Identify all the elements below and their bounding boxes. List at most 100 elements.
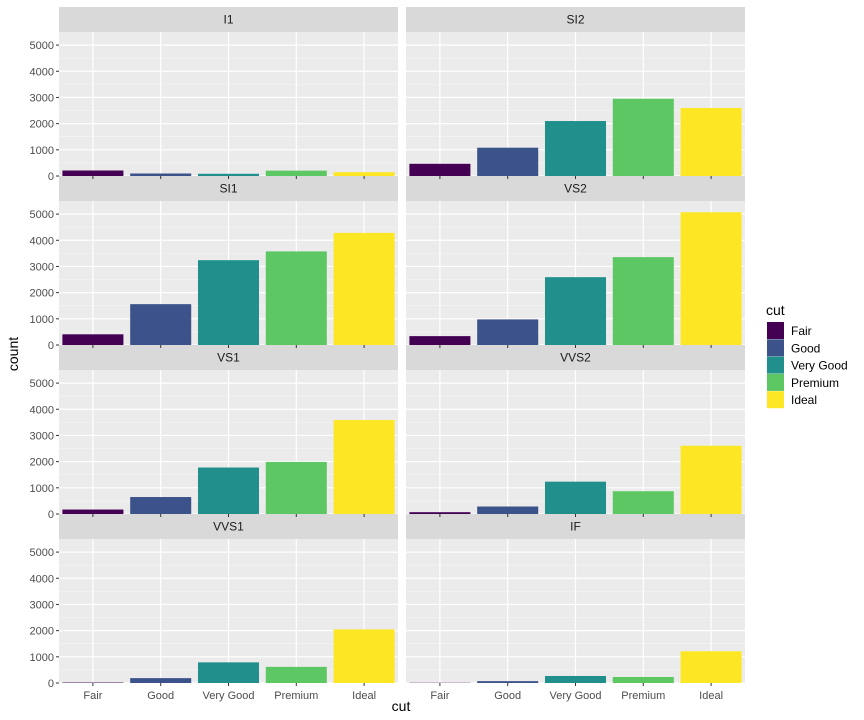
facet-panel-vs1: VS1 xyxy=(59,345,398,515)
bar-vvs2-ideal xyxy=(680,445,742,514)
y-tick-label: 2000 xyxy=(30,626,54,638)
x-tick-label: Very Good xyxy=(550,690,602,702)
facet-strip-label: SI2 xyxy=(566,13,584,27)
bar-si1-fair xyxy=(62,334,124,345)
x-tick-label: Premium xyxy=(621,690,665,702)
bar-i1-fair xyxy=(62,170,124,176)
bar-vs2-good xyxy=(477,319,539,345)
facet-strip-label: VVS2 xyxy=(560,351,591,365)
legend-swatch-very-good xyxy=(767,356,784,374)
y-tick-label: 0 xyxy=(48,678,54,690)
y-tick-label: 2000 xyxy=(30,457,54,469)
y-tick-label: 2000 xyxy=(30,288,54,300)
legend-label-good: Good xyxy=(791,341,820,355)
bar-vvs1-very-good xyxy=(197,662,260,683)
y-tick-label: 0 xyxy=(48,171,54,183)
bar-i1-ideal xyxy=(333,172,395,176)
facet-strip xyxy=(406,176,745,201)
bar-if-very-good xyxy=(544,675,607,683)
x-axis: Fair Good Very Good Premium Ideal Fair Good Ver… xyxy=(83,176,723,702)
bar-vvs2-good xyxy=(477,506,539,514)
bar-vvs2-fair xyxy=(409,512,471,514)
facet-strip xyxy=(59,514,398,539)
legend-swatch-ideal xyxy=(767,391,784,409)
facet-strip-label: SI1 xyxy=(219,182,237,196)
y-tick-label: 3000 xyxy=(30,92,54,104)
facet-panel-if: IF xyxy=(406,514,745,684)
y-tick-label: 1000 xyxy=(30,145,54,157)
bar-vvs2-premium xyxy=(612,491,674,514)
bar-vs1-premium xyxy=(265,461,327,514)
bar-vs2-fair xyxy=(409,336,471,345)
legend-label-fair: Fair xyxy=(791,324,812,338)
legend-swatch-premium xyxy=(767,373,784,391)
bar-vs1-fair xyxy=(62,509,124,514)
legend-swatch-good xyxy=(767,339,784,357)
facet-panel-si1: SI1 xyxy=(59,176,398,346)
legend-label-ideal: Ideal xyxy=(791,393,817,407)
y-tick-label: 3000 xyxy=(30,430,54,442)
y-tick-label: 2000 xyxy=(30,119,54,131)
x-tick-label: Premium xyxy=(274,690,318,702)
y-tick-label: 4000 xyxy=(30,404,54,416)
y-tick-label: 5000 xyxy=(30,378,54,390)
bar-vvs1-premium xyxy=(265,666,327,683)
bar-si1-ideal xyxy=(333,232,395,345)
bar-si2-good xyxy=(477,147,539,176)
facet-strip xyxy=(59,345,398,370)
facet-strip xyxy=(406,7,745,32)
legend: cut Fair Good Very Good Premium Ideal xyxy=(766,302,848,409)
legend-label-premium: Premium xyxy=(791,376,839,390)
y-tick-label: 5000 xyxy=(30,40,54,52)
y-axis: 0 1000 2000 3000 4000 5000 0 1000 2000 3000 4000 50… xyxy=(30,40,59,690)
bar-vvs2-very-good xyxy=(544,481,607,514)
bar-si1-very-good xyxy=(197,260,260,345)
facet-panel-vvs2: VVS2 xyxy=(406,345,745,515)
bar-vs1-ideal xyxy=(333,420,395,514)
facet-strip-label: VVS1 xyxy=(213,520,244,534)
y-tick-label: 1000 xyxy=(30,483,54,495)
bar-si2-very-good xyxy=(544,121,607,176)
facet-panel-si2: SI2 xyxy=(406,7,745,177)
facet-strip-label: VS2 xyxy=(564,182,587,196)
facet-strip xyxy=(406,514,745,539)
bar-if-ideal xyxy=(680,651,742,683)
bar-vvs1-ideal xyxy=(333,629,395,683)
bar-if-good xyxy=(477,681,539,683)
x-tick-label: Good xyxy=(147,690,174,702)
x-tick-label: Fair xyxy=(430,690,449,702)
facet-strip xyxy=(59,176,398,201)
facet-strip-label: I1 xyxy=(223,13,233,27)
y-tick-label: 3000 xyxy=(30,261,54,273)
facet-panel-vs2: VS2 xyxy=(406,176,745,346)
bar-vs2-ideal xyxy=(680,212,742,345)
bar-vs1-good xyxy=(130,497,192,514)
bar-i1-good xyxy=(130,173,192,176)
y-tick-label: 4000 xyxy=(30,66,54,78)
legend-title: cut xyxy=(766,302,785,318)
bar-i1-premium xyxy=(265,170,327,176)
bar-si2-fair xyxy=(409,163,471,176)
bar-vs1-very-good xyxy=(197,467,260,514)
y-axis-title: count xyxy=(5,337,21,371)
facet-strip xyxy=(406,345,745,370)
bar-vs2-very-good xyxy=(544,277,607,345)
bar-si1-premium xyxy=(265,251,327,345)
bar-si2-ideal xyxy=(680,107,742,176)
x-tick-label: Good xyxy=(494,690,521,702)
facet-panel-vvs1: VVS1 xyxy=(59,514,398,684)
x-tick-label: Very Good xyxy=(203,690,255,702)
facet-panel-i1: I1 xyxy=(59,7,398,177)
y-tick-label: 4000 xyxy=(30,573,54,585)
legend-swatch-fair xyxy=(767,322,784,339)
y-tick-label: 3000 xyxy=(30,599,54,611)
y-tick-label: 1000 xyxy=(30,652,54,664)
y-tick-label: 0 xyxy=(48,509,54,521)
facet-strip-label: IF xyxy=(570,520,581,534)
bar-vs2-premium xyxy=(612,257,674,345)
bar-si2-premium xyxy=(612,98,674,176)
y-tick-label: 5000 xyxy=(30,209,54,221)
y-tick-label: 4000 xyxy=(30,235,54,247)
x-tick-label: Ideal xyxy=(352,690,376,702)
